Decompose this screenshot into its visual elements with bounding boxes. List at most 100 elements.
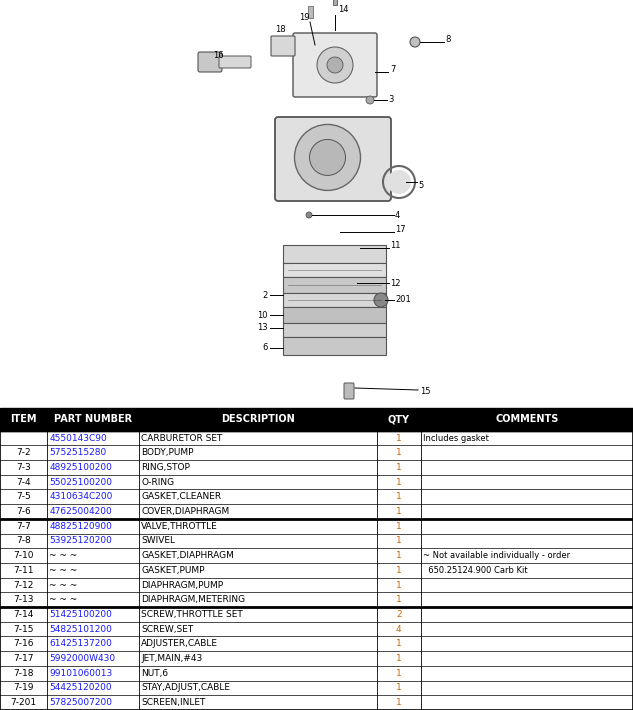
Text: 53925120200: 53925120200: [49, 537, 112, 545]
Text: COVER,DIAPHRAGM: COVER,DIAPHRAGM: [141, 507, 229, 516]
Text: STAY,ADJUST,CABLE: STAY,ADJUST,CABLE: [141, 684, 230, 692]
Text: DIAPHRAGM,PUMP: DIAPHRAGM,PUMP: [141, 581, 223, 589]
Text: 7-17: 7-17: [13, 654, 34, 663]
Bar: [0, 681, 633, 695]
Text: ~ ~ ~: ~ ~ ~: [49, 551, 78, 560]
Text: 11: 11: [390, 241, 401, 249]
Bar: [0, 548, 633, 563]
Text: 1: 1: [396, 537, 402, 545]
Text: 1: 1: [396, 654, 402, 663]
Text: 7-3: 7-3: [16, 463, 31, 472]
Circle shape: [374, 293, 388, 307]
Text: 15: 15: [420, 388, 430, 396]
Text: 4: 4: [395, 210, 400, 219]
Text: ADJUSTER,CABLE: ADJUSTER,CABLE: [141, 639, 218, 648]
Text: 1: 1: [396, 551, 402, 560]
Text: CARBURETOR SET: CARBURETOR SET: [141, 434, 223, 442]
Text: 7-11: 7-11: [13, 566, 34, 575]
Text: 1: 1: [396, 639, 402, 648]
Text: O-RING: O-RING: [141, 478, 174, 486]
Text: 1: 1: [396, 698, 402, 707]
Text: 1: 1: [396, 566, 402, 575]
FancyBboxPatch shape: [198, 52, 222, 72]
Text: NUT,6: NUT,6: [141, 669, 168, 678]
Text: JET,MAIN,#43: JET,MAIN,#43: [141, 654, 203, 663]
Text: 1: 1: [396, 448, 402, 457]
FancyBboxPatch shape: [283, 245, 386, 263]
Bar: [0, 592, 633, 607]
Text: 8: 8: [445, 36, 450, 45]
Text: 4: 4: [396, 625, 401, 633]
Text: 3: 3: [388, 96, 393, 104]
Text: 5992000W430: 5992000W430: [49, 654, 115, 663]
Text: 4310634C200: 4310634C200: [49, 492, 113, 501]
Text: 18: 18: [275, 26, 285, 35]
Text: 55025100200: 55025100200: [49, 478, 113, 486]
Text: 5: 5: [418, 180, 423, 190]
Text: 1: 1: [396, 581, 402, 589]
Text: COMMENTS: COMMENTS: [495, 415, 559, 425]
Text: 7-4: 7-4: [16, 478, 31, 486]
Text: 2: 2: [396, 610, 401, 619]
Text: GASKET,CLEANER: GASKET,CLEANER: [141, 492, 222, 501]
Bar: [0, 504, 633, 519]
Text: 7: 7: [390, 65, 396, 75]
Text: 201: 201: [395, 295, 411, 305]
Text: 12: 12: [390, 278, 401, 288]
Text: 4550143C90: 4550143C90: [49, 434, 107, 442]
Bar: [0, 651, 633, 666]
Text: 47625004200: 47625004200: [49, 507, 112, 516]
Text: RING,STOP: RING,STOP: [141, 463, 190, 472]
Text: ~ ~ ~: ~ ~ ~: [49, 566, 78, 575]
Text: 7-201: 7-201: [11, 698, 37, 707]
Text: 48925100200: 48925100200: [49, 463, 112, 472]
Text: ~ ~ ~: ~ ~ ~: [49, 581, 78, 589]
Text: 1: 1: [396, 478, 402, 486]
Text: 17: 17: [395, 226, 406, 234]
Text: 7-7: 7-7: [16, 522, 31, 530]
Text: QTY: QTY: [388, 415, 410, 425]
Text: BODY,PUMP: BODY,PUMP: [141, 448, 194, 457]
Text: 6: 6: [263, 344, 268, 352]
Text: 1: 1: [396, 463, 402, 472]
Text: 7-15: 7-15: [13, 625, 34, 633]
Text: 61425137200: 61425137200: [49, 639, 112, 648]
Text: 19: 19: [299, 13, 310, 23]
FancyBboxPatch shape: [219, 56, 251, 68]
Bar: [308, 6, 313, 18]
Text: 1: 1: [396, 434, 402, 442]
Text: 99101060013: 99101060013: [49, 669, 113, 678]
Text: 51425100200: 51425100200: [49, 610, 112, 619]
FancyBboxPatch shape: [283, 307, 386, 323]
Bar: [0, 636, 633, 651]
Bar: [0, 460, 633, 475]
Text: GASKET,PUMP: GASKET,PUMP: [141, 566, 204, 575]
Text: 1: 1: [396, 522, 402, 530]
FancyBboxPatch shape: [271, 36, 295, 56]
Bar: [333, 0, 337, 5]
Text: 7-2: 7-2: [16, 448, 31, 457]
Text: 7-6: 7-6: [16, 507, 31, 516]
Circle shape: [366, 96, 374, 104]
Text: 7-8: 7-8: [16, 537, 31, 545]
Text: 7-16: 7-16: [13, 639, 34, 648]
Bar: [0, 534, 633, 548]
Circle shape: [317, 47, 353, 83]
Bar: [0, 695, 633, 710]
FancyBboxPatch shape: [283, 277, 386, 293]
Bar: [0, 578, 633, 592]
FancyBboxPatch shape: [275, 117, 391, 201]
Text: 14: 14: [338, 6, 349, 14]
Text: SCREEN,INLET: SCREEN,INLET: [141, 698, 206, 707]
Text: 2: 2: [263, 290, 268, 300]
Bar: [0, 607, 633, 622]
Text: DESCRIPTION: DESCRIPTION: [221, 415, 295, 425]
FancyBboxPatch shape: [293, 33, 377, 97]
Text: 54425120200: 54425120200: [49, 684, 112, 692]
Text: VALVE,THROTTLE: VALVE,THROTTLE: [141, 522, 218, 530]
Bar: [0, 622, 633, 636]
FancyBboxPatch shape: [283, 337, 386, 355]
Text: 5752515280: 5752515280: [49, 448, 106, 457]
Bar: [0, 475, 633, 489]
Text: 7-10: 7-10: [13, 551, 34, 560]
